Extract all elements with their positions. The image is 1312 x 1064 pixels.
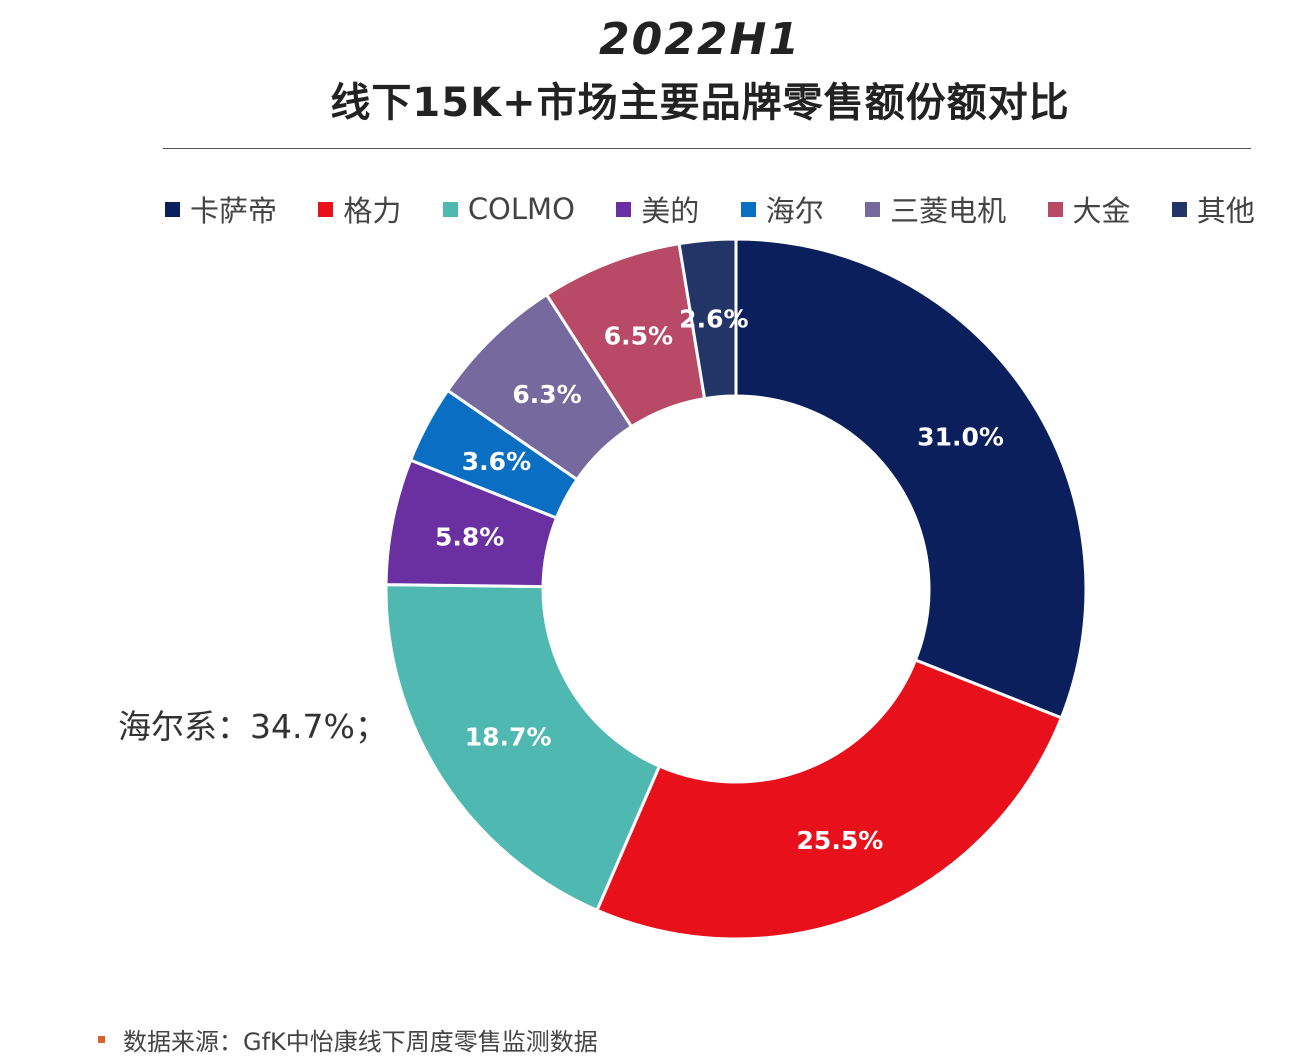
legend-label: 美的 (641, 194, 700, 228)
data-label: 6.3% (512, 380, 581, 409)
legend-item: 美的 (616, 188, 699, 230)
legend-swatch (442, 201, 458, 217)
chart-subtitle: 线下15K+市场主要品牌零售额份额对比 (330, 80, 1070, 126)
legend-label: 格力 (343, 194, 402, 228)
source-text: 数据来源：GfK中怡康线下周度零售监测数据 (123, 1028, 598, 1056)
legend-item: 三菱电机 (865, 188, 1006, 230)
legend-item: 其他 (1171, 188, 1255, 230)
donut-slice (677, 237, 738, 401)
chart-title: 2022H1 (599, 14, 801, 65)
source-note: 数据来源：GfK中怡康线下周度零售监测数据 (98, 1022, 598, 1057)
legend-label: 卡萨帝 (190, 194, 278, 228)
legend-label: COLMO (467, 192, 575, 226)
data-label: 5.8% (435, 522, 504, 551)
legend-label: 海尔 (765, 194, 824, 228)
legend-item: 大金 (1047, 188, 1131, 230)
title-divider (163, 148, 1251, 149)
data-label: 2.6% (679, 304, 748, 333)
legend-label: 三菱电机 (890, 194, 1007, 228)
legend-swatch (865, 201, 881, 217)
data-label: 3.6% (462, 447, 531, 476)
donut-slice (384, 583, 662, 913)
donut-slice (595, 658, 1064, 941)
legend-label: 其他 (1196, 194, 1255, 228)
legend-swatch (616, 201, 632, 217)
data-label: 6.5% (604, 322, 673, 351)
data-label: 31.0% (917, 422, 1004, 451)
legend-swatch (1171, 201, 1187, 217)
legend-label: 大金 (1072, 194, 1131, 228)
legend-swatch (165, 201, 180, 217)
legend-item: 格力 (318, 188, 401, 230)
data-label: 18.7% (465, 723, 552, 752)
legend-swatch (740, 201, 756, 217)
donut-slice (734, 237, 1088, 720)
legend-item: COLMO (442, 192, 575, 226)
legend-swatch (318, 201, 334, 217)
bullet-icon (98, 1036, 105, 1043)
legend: 卡萨帝 格力 COLMO 美的 海尔 三菱电机 大金 其他 (165, 188, 1255, 230)
legend-swatch (1047, 201, 1063, 217)
data-label: 25.5% (797, 826, 884, 855)
legend-item: 卡萨帝 (165, 188, 277, 230)
haier-group-annotation: 海尔系：34.7%； (118, 707, 388, 746)
legend-item: 海尔 (740, 188, 824, 230)
